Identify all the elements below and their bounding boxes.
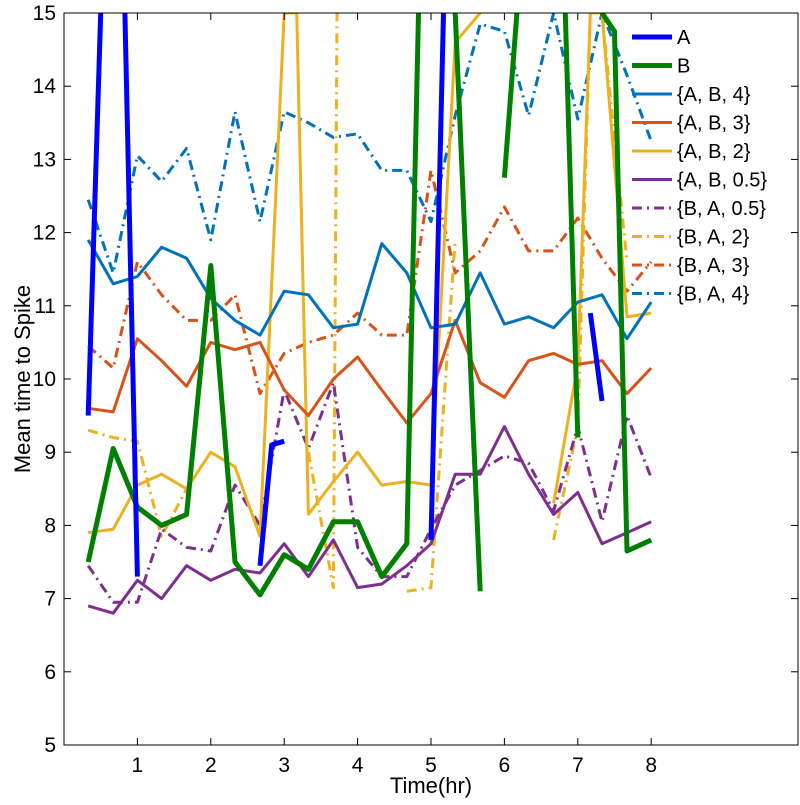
x-tick-label: 3 (278, 754, 290, 777)
y-tick-label: 7 (44, 588, 56, 611)
series-line-5 (87, 13, 652, 538)
x-tick-label: 5 (425, 754, 437, 777)
y-tick-label: 12 (33, 222, 56, 245)
x-axis-label: Time(hr) (390, 773, 472, 798)
x-tick-label: 6 (499, 754, 511, 777)
legend-label-9: {B, A, 3} (677, 255, 750, 277)
series-line-9 (87, 168, 653, 396)
series-line-2 (85, 13, 653, 598)
y-tick-label: 9 (44, 441, 56, 464)
legend-label-6: {A, B, 0.5} (677, 170, 767, 192)
series-line-7 (86, 381, 653, 604)
y-tick-label: 13 (33, 148, 56, 171)
legend: AB {A, B, 4} {A, B, 3} {A, B, 2} {A, B, 0.5}… (632, 27, 767, 306)
y-tick-label: 5 (44, 734, 56, 757)
legend-label-1: A (677, 27, 691, 49)
y-tick-label: 14 (33, 75, 57, 98)
x-tick-label: 1 (132, 754, 144, 777)
x-tick-label: 2 (205, 754, 217, 777)
series-line-8 (87, 13, 629, 593)
legend-label-4: {A, B, 3} (677, 113, 751, 135)
y-tick-label: 8 (44, 514, 56, 537)
y-tick-label: 6 (44, 661, 56, 684)
y-axis: 5 6 7 8 9 10 11 12 13 14 15 (33, 2, 798, 757)
x-tick-label: 7 (572, 754, 584, 777)
legend-label-5: {A, B, 2} (677, 141, 751, 163)
y-tick-label: 10 (33, 368, 56, 391)
legend-label-2: B (677, 56, 690, 78)
x-tick-label: 8 (645, 754, 657, 777)
x-axis: 1 2 3 4 5 6 7 8 (132, 13, 657, 777)
legend-label-7: {B, A, 0.5} (677, 198, 766, 220)
y-tick-label: 15 (33, 2, 56, 25)
series-line-4 (87, 318, 653, 425)
x-tick-label: 4 (352, 754, 364, 777)
series-line-3 (86, 239, 653, 341)
legend-label-8: {B, A, 2} (677, 227, 750, 249)
plot-lines (85, 13, 653, 615)
y-axis-label: Mean time to Spike (10, 285, 35, 473)
series-line-6 (87, 425, 652, 615)
series-line-10 (86, 13, 653, 275)
legend-label-3: {A, B, 4} (677, 84, 751, 106)
legend-label-10: {B, A, 4} (677, 284, 750, 306)
y-tick-label: 11 (34, 295, 56, 318)
